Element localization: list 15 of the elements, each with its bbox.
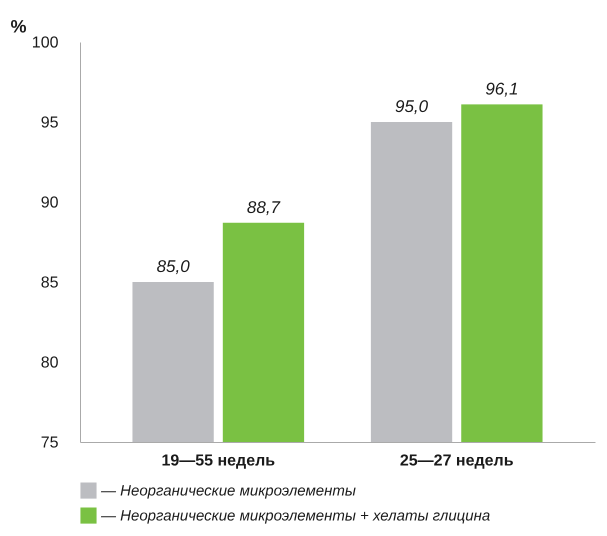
x-tick-label: 25—27 недель	[400, 452, 514, 470]
y-axis-title: %	[10, 16, 27, 36]
data-label: 85,0	[156, 257, 190, 276]
legend-label: — Неорганические микроэлементы + хелаты глицина	[100, 508, 490, 524]
y-tick-label: 100	[32, 34, 59, 52]
y-tick-label: 75	[40, 434, 59, 452]
y-tick-label: 80	[40, 354, 59, 372]
legend-label: — Неорганические микроэлементы	[100, 482, 356, 500]
data-label: 88,7	[246, 198, 281, 217]
data-label: 95,0	[394, 97, 429, 116]
y-tick-label: 95	[40, 114, 59, 132]
data-label: 96,1	[485, 79, 518, 98]
y-tick-label: 90	[40, 194, 59, 212]
y-tick-label: 85	[40, 274, 59, 292]
x-tick-label: 19—55 недель	[161, 452, 276, 470]
